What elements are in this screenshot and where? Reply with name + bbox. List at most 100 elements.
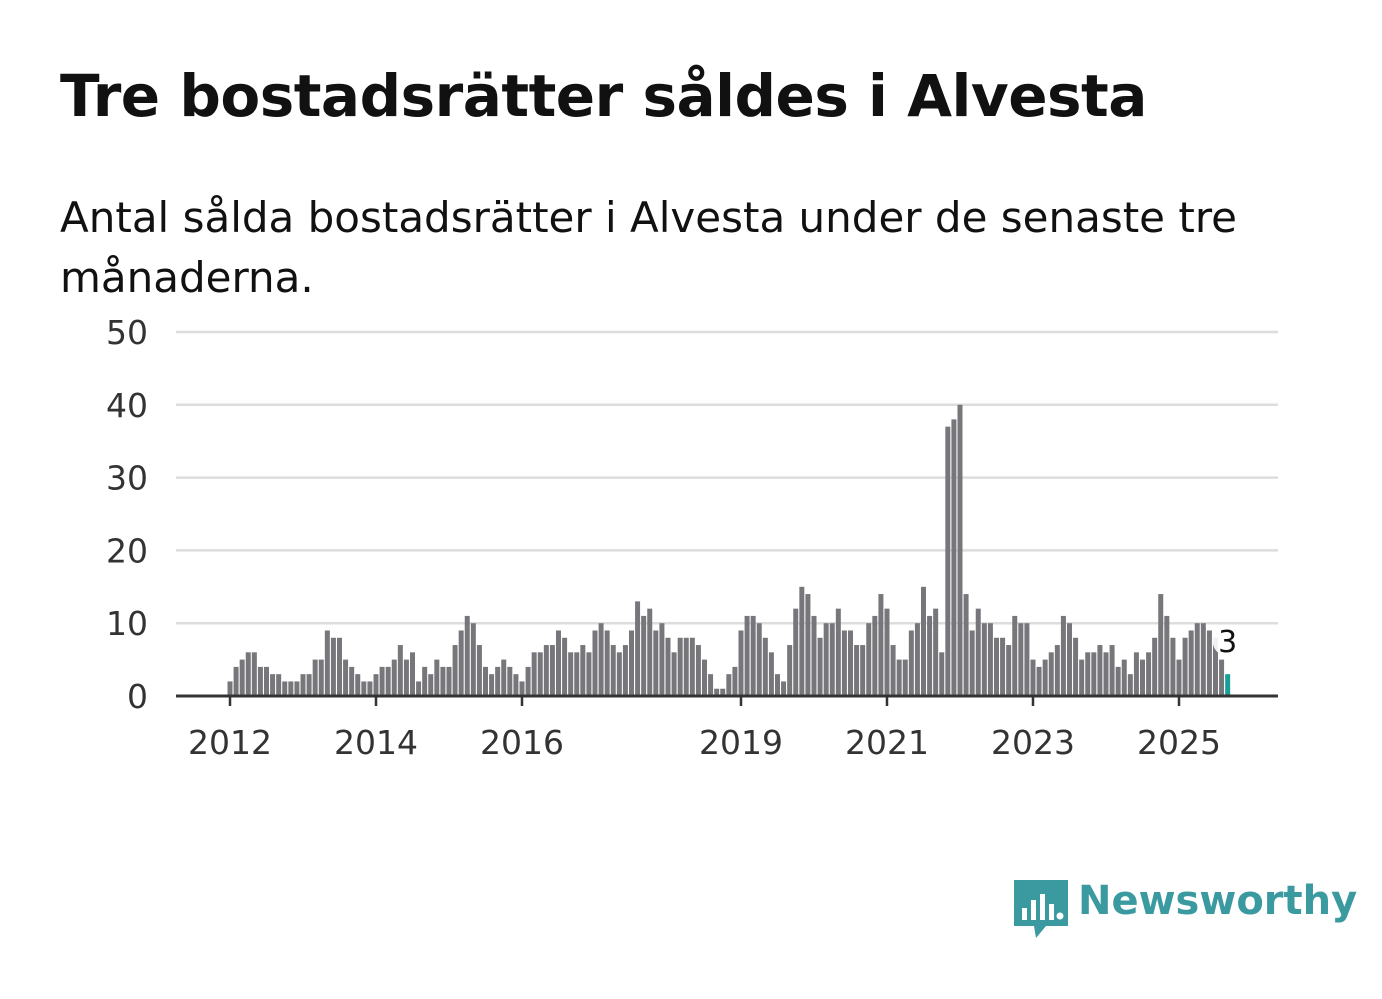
bar bbox=[543, 645, 549, 696]
bar bbox=[1036, 666, 1042, 696]
bar bbox=[1079, 659, 1085, 696]
bar bbox=[245, 652, 251, 696]
bar bbox=[276, 674, 282, 696]
chart-subtitle: Antal sålda bostadsrätter i Alvesta unde… bbox=[60, 193, 1238, 302]
bar bbox=[586, 652, 592, 696]
bar bbox=[969, 630, 975, 696]
bar bbox=[671, 652, 677, 696]
bar bbox=[677, 637, 683, 696]
bar bbox=[1085, 652, 1091, 696]
bar bbox=[860, 645, 866, 696]
bar bbox=[701, 659, 707, 696]
bar bbox=[562, 637, 568, 696]
bar bbox=[726, 674, 732, 696]
bar bbox=[933, 608, 939, 696]
bar bbox=[501, 659, 507, 696]
bar bbox=[987, 623, 993, 696]
bar bbox=[829, 623, 835, 696]
bar bbox=[854, 645, 860, 696]
bar bbox=[282, 681, 288, 696]
bar bbox=[841, 630, 847, 696]
bar bbox=[1164, 615, 1170, 696]
bar bbox=[781, 681, 787, 696]
bar bbox=[708, 674, 714, 696]
bar bbox=[1212, 637, 1218, 696]
y-tick-label: 10 bbox=[106, 604, 148, 643]
bar bbox=[1042, 659, 1048, 696]
bar bbox=[531, 652, 537, 696]
bar bbox=[622, 645, 628, 696]
bar bbox=[1048, 652, 1054, 696]
bar bbox=[1206, 630, 1212, 696]
bar bbox=[884, 608, 890, 696]
bar bbox=[233, 666, 239, 696]
bar bbox=[805, 594, 811, 696]
last-value-label: 3 bbox=[1218, 625, 1237, 660]
x-tick-label: 2019 bbox=[699, 723, 783, 762]
bar bbox=[635, 601, 641, 696]
bar bbox=[768, 652, 774, 696]
bar bbox=[665, 637, 671, 696]
bar bbox=[324, 630, 330, 696]
bar bbox=[945, 426, 951, 696]
bar bbox=[263, 666, 269, 696]
bar bbox=[689, 637, 695, 696]
bar bbox=[367, 681, 373, 696]
bar bbox=[446, 666, 452, 696]
bar bbox=[1073, 637, 1079, 696]
bar bbox=[872, 615, 878, 696]
bar bbox=[440, 666, 446, 696]
bar bbox=[434, 659, 440, 696]
bar bbox=[312, 659, 318, 696]
x-tick-label: 2025 bbox=[1137, 723, 1221, 762]
bar bbox=[920, 586, 926, 696]
bar bbox=[1030, 659, 1036, 696]
bar bbox=[799, 586, 805, 696]
bar bbox=[738, 630, 744, 696]
bar bbox=[537, 652, 543, 696]
bar bbox=[1152, 637, 1158, 696]
bar bbox=[1121, 659, 1127, 696]
bar bbox=[452, 645, 458, 696]
bar bbox=[464, 615, 470, 696]
bar bbox=[1066, 623, 1072, 696]
bar bbox=[653, 630, 659, 696]
bar bbox=[1194, 623, 1200, 696]
bar bbox=[507, 666, 513, 696]
bar bbox=[1170, 637, 1176, 696]
bar bbox=[914, 623, 920, 696]
bar bbox=[750, 615, 756, 696]
bar bbox=[343, 659, 349, 696]
bar bbox=[1024, 623, 1030, 696]
bar bbox=[470, 623, 476, 696]
bar bbox=[714, 688, 720, 696]
bar bbox=[489, 674, 495, 696]
bar bbox=[1103, 652, 1109, 696]
bar bbox=[927, 615, 933, 696]
bar bbox=[908, 630, 914, 696]
bar bbox=[1109, 645, 1115, 696]
y-tick-label: 50 bbox=[106, 313, 148, 352]
bar bbox=[574, 652, 580, 696]
bar bbox=[756, 623, 762, 696]
bar bbox=[817, 637, 823, 696]
bar bbox=[793, 608, 799, 696]
bar bbox=[963, 594, 969, 696]
x-tick-label: 2014 bbox=[334, 723, 418, 762]
bar bbox=[616, 652, 622, 696]
bar bbox=[878, 594, 884, 696]
bar bbox=[774, 674, 780, 696]
x-tick-label: 2012 bbox=[188, 723, 272, 762]
bar bbox=[580, 645, 586, 696]
brand-name: Newsworthy bbox=[1078, 878, 1358, 924]
bar bbox=[257, 666, 263, 696]
bar bbox=[866, 623, 872, 696]
bar bbox=[610, 645, 616, 696]
bar bbox=[598, 623, 604, 696]
bar bbox=[1182, 637, 1188, 696]
y-tick-label: 20 bbox=[106, 531, 148, 570]
bar bbox=[604, 630, 610, 696]
bar bbox=[592, 630, 598, 696]
bar bbox=[1054, 645, 1060, 696]
